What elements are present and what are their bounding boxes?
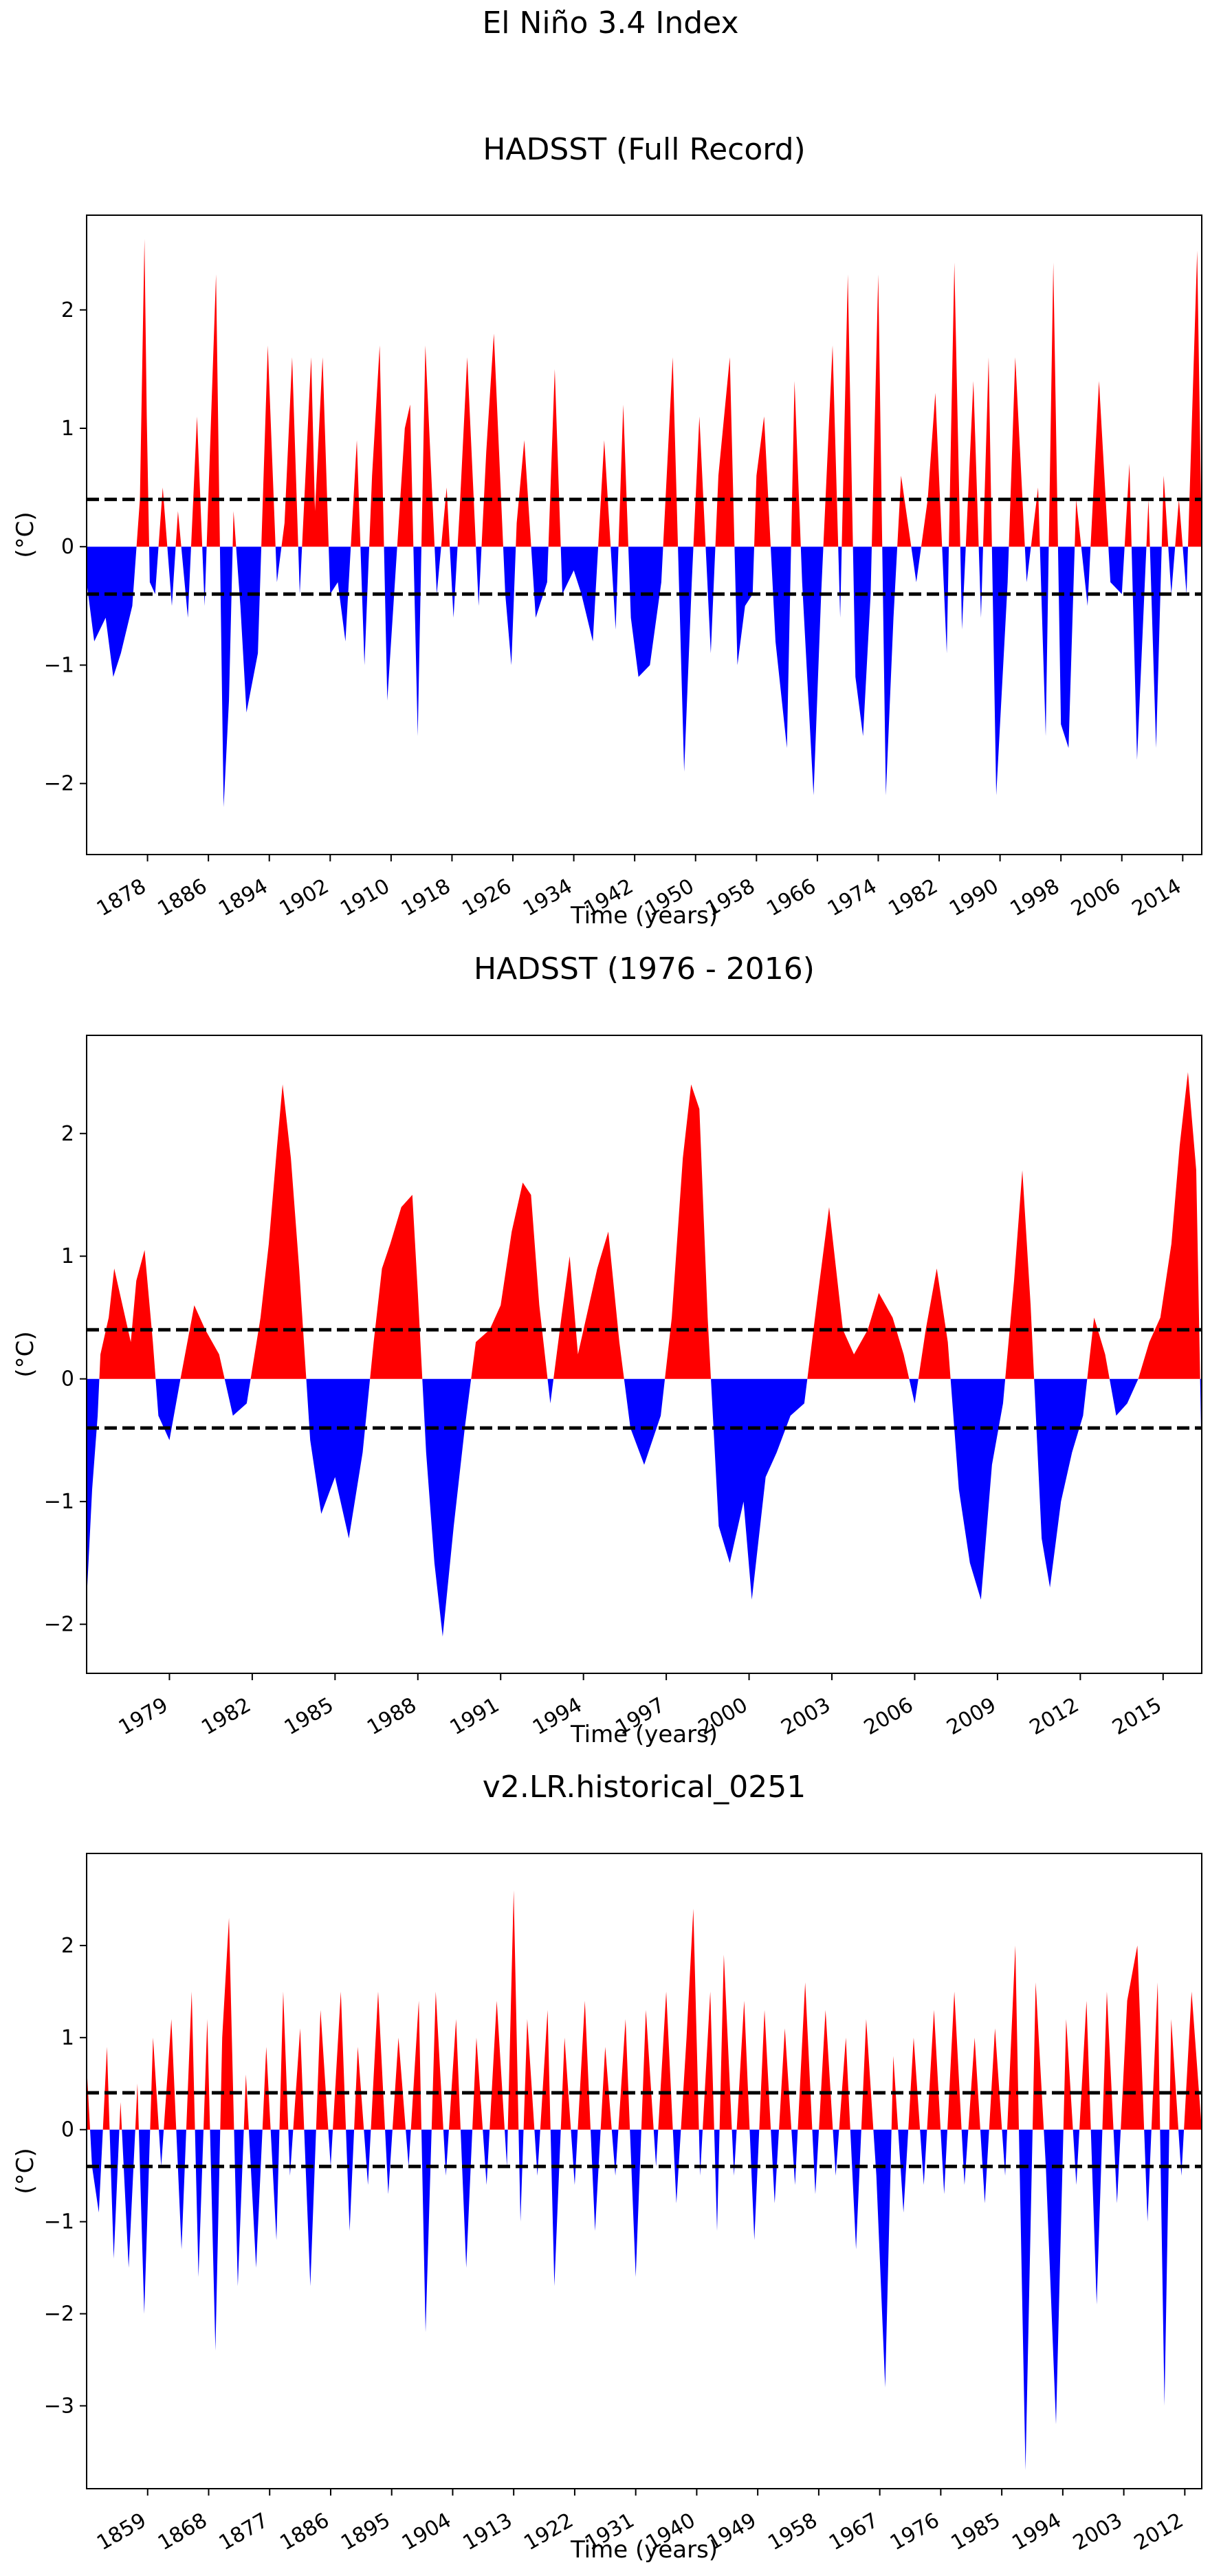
y-tick-label: −1	[44, 2210, 74, 2234]
y-tick-label: −3	[44, 2394, 74, 2418]
x-tick-label: 1982	[884, 874, 942, 921]
plot-frame	[86, 1035, 1202, 1674]
x-tick-label: 1994	[1008, 2509, 1066, 2555]
x-tick-label: 1902	[276, 874, 333, 921]
x-tick-label: 2015	[1108, 1693, 1166, 1740]
x-tick-label: 1886	[276, 2509, 333, 2555]
y-tick-label: 1	[61, 1244, 74, 1268]
x-tick-label: 1985	[947, 2509, 1004, 2555]
x-tick-label: 1926	[458, 874, 516, 921]
y-tick-label: −2	[44, 1613, 74, 1637]
x-tick-label: 1886	[154, 874, 212, 921]
x-tick-label: 1877	[215, 2509, 273, 2555]
x-tick-label: 1895	[337, 2509, 395, 2555]
x-tick-label: 1998	[1006, 874, 1064, 921]
x-tick-label: 2006	[1067, 874, 1125, 921]
x-tick-label: 1966	[762, 874, 820, 921]
x-tick-label: 2014	[1128, 874, 1186, 921]
x-axis-label: Time (years)	[570, 2536, 718, 2564]
x-tick-label: 1918	[397, 874, 455, 921]
x-tick-label: 1913	[459, 2509, 517, 2555]
y-tick-label: −1	[44, 1490, 74, 1514]
negative-anomaly-area	[87, 2129, 1202, 2471]
negative-anomaly-area	[87, 1378, 1202, 1637]
x-tick-label: 1904	[398, 2509, 456, 2555]
x-tick-label: 2009	[943, 1693, 1000, 1740]
x-axis-label: Time (years)	[570, 1721, 718, 1748]
y-tick-label: 2	[61, 298, 74, 322]
data-area	[87, 1072, 1202, 1637]
x-tick-label: 1967	[825, 2509, 883, 2555]
x-tick-label: 2003	[777, 1693, 835, 1740]
x-tick-label: 1958	[764, 2509, 822, 2555]
y-tick-label: 2	[61, 1934, 74, 1958]
x-tick-label: 1934	[519, 874, 577, 921]
y-axis-label: (°C)	[12, 1331, 39, 1377]
data-area	[87, 239, 1202, 808]
x-tick-label: 1974	[824, 874, 881, 921]
y-tick-label: −1	[44, 653, 74, 677]
y-tick-label: 0	[61, 1367, 74, 1391]
plot-frame	[86, 1853, 1202, 2489]
x-tick-label: 2012	[1130, 2509, 1188, 2555]
y-tick-label: −2	[44, 772, 74, 796]
x-tick-label: 1979	[115, 1693, 173, 1740]
x-tick-label: 2003	[1069, 2509, 1127, 2555]
positive-anomaly-area	[87, 1072, 1202, 1379]
panel-title: HADSST (1976 - 2016)	[474, 951, 815, 987]
y-axis-label: (°C)	[12, 511, 39, 558]
x-tick-label: 1878	[93, 874, 151, 921]
y-axis-label: (°C)	[12, 2148, 39, 2194]
panel-1: HADSST (1976 - 2016) −2 −1 0 1 2 1979 1982 1985 1…	[12, 951, 1202, 1748]
y-tick-label: 1	[61, 417, 74, 441]
y-tick-label: 0	[61, 2118, 74, 2142]
x-tick-label: 1910	[336, 874, 394, 921]
y-tick-label: 1	[61, 2026, 74, 2050]
x-tick-label: 1985	[280, 1693, 338, 1740]
x-tick-label: 1976	[886, 2509, 944, 2555]
x-tick-label: 1982	[197, 1693, 255, 1740]
x-tick-label: 1922	[520, 2509, 578, 2555]
x-tick-label: 1859	[93, 2509, 151, 2555]
x-tick-label: 1894	[214, 874, 272, 921]
plot-frame	[86, 214, 1202, 855]
x-tick-label: 2006	[860, 1693, 918, 1740]
x-tick-label: 1988	[363, 1693, 421, 1740]
x-tick-label: 1991	[446, 1693, 504, 1740]
x-axis-label: Time (years)	[570, 902, 718, 929]
panel-title: HADSST (Full Record)	[483, 132, 805, 167]
positive-anomaly-area	[87, 1890, 1202, 2130]
x-tick-label: 1868	[154, 2509, 212, 2555]
figure-title: El Niño 3.4 Index	[482, 5, 739, 41]
data-area	[87, 1890, 1202, 2471]
y-tick-label: 0	[61, 535, 74, 559]
y-tick-label: −2	[44, 2302, 74, 2326]
positive-anomaly-area	[87, 239, 1202, 547]
x-tick-label: 2012	[1026, 1693, 1084, 1740]
negative-anomaly-area	[87, 547, 1202, 808]
panel-title: v2.LR.historical_0251	[483, 1770, 806, 1805]
x-tick-label: 1990	[945, 874, 1003, 921]
y-tick-label: 2	[61, 1122, 74, 1146]
